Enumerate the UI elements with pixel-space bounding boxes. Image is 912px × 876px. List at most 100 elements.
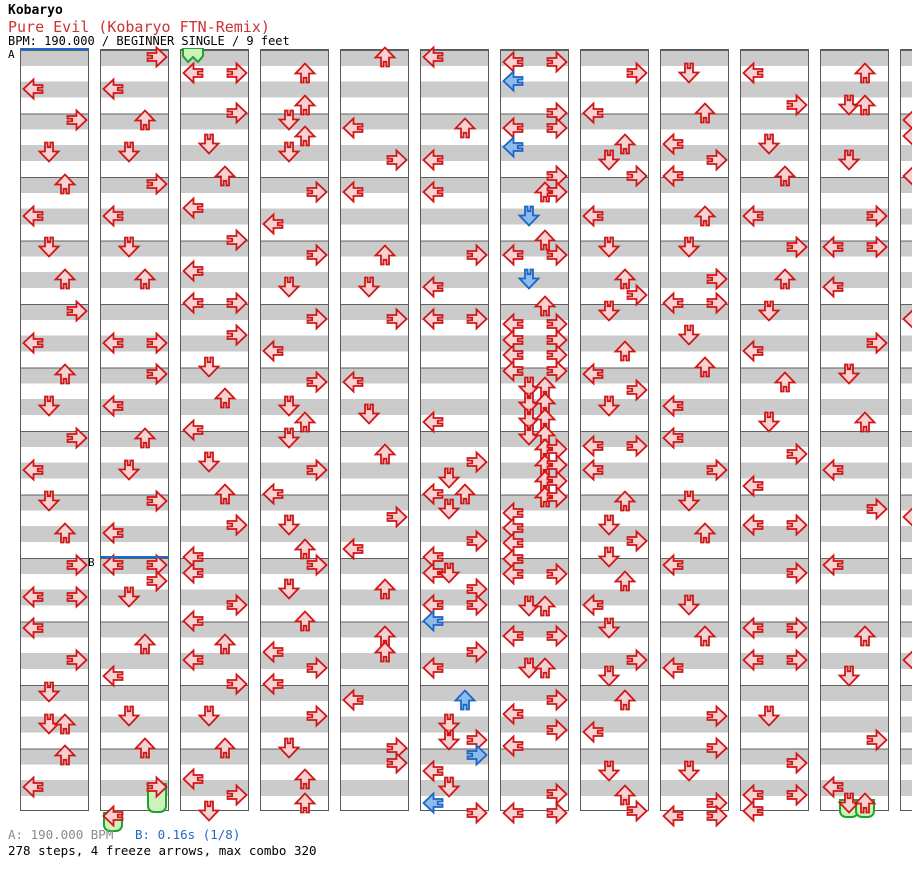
bpm-marker-line [20, 48, 89, 50]
step-arrow-right [705, 735, 729, 760]
step-arrow-down [277, 140, 301, 164]
step-arrow-up [693, 204, 717, 228]
step-arrow-left [901, 505, 912, 529]
step-arrow-left-eighth [421, 608, 445, 633]
step-arrow-left [661, 553, 685, 577]
step-arrow-up [453, 116, 477, 140]
step-arrow-left [101, 394, 125, 418]
freeze-arrow-up [853, 791, 877, 815]
step-arrow-up [613, 489, 637, 513]
step-arrow-left [901, 164, 912, 188]
step-arrow-right [465, 243, 489, 267]
step-arrow-left [661, 291, 685, 315]
step-arrow-up [53, 743, 77, 767]
step-arrow-left [581, 204, 605, 228]
step-arrow-left [501, 800, 525, 825]
step-arrow-up [533, 375, 557, 399]
step-arrow-left [181, 608, 205, 633]
step-arrow-right [545, 180, 569, 204]
step-arrow-down [437, 561, 461, 585]
step-arrow-left [21, 585, 45, 609]
step-arrow-left [741, 799, 765, 823]
step-arrow-right-eighth [465, 743, 489, 768]
step-arrow-down [517, 656, 541, 680]
step-arrow-left [661, 394, 685, 418]
step-arrow-up [373, 640, 397, 664]
step-arrow-left [341, 116, 365, 140]
step-arrow-down [117, 235, 141, 259]
step-arrow-left [421, 148, 445, 172]
step-arrow-up [693, 624, 717, 648]
step-arrow-left [181, 545, 205, 569]
chart-column-5 [340, 49, 409, 811]
step-arrow-right [385, 148, 409, 172]
step-arrow-left [501, 531, 525, 555]
step-arrow-left [261, 212, 285, 236]
step-arrow-right [305, 656, 329, 680]
step-arrow-right [545, 50, 569, 74]
step-arrow-up [613, 267, 637, 291]
step-arrow-left [821, 775, 845, 799]
step-arrow-left [261, 339, 285, 363]
step-arrow-left [341, 688, 365, 712]
step-arrow-right [65, 299, 89, 323]
step-arrow-right [545, 800, 569, 825]
step-arrow-down-eighth [517, 204, 541, 228]
step-arrow-down [37, 140, 61, 164]
step-arrow-left [581, 593, 605, 617]
step-arrow-left [261, 640, 285, 664]
step-arrow-left [501, 243, 525, 267]
step-arrow-left [581, 100, 605, 125]
step-arrow-left [181, 418, 205, 442]
step-arrow-left-eighth [501, 135, 525, 160]
step-arrow-right [625, 164, 649, 188]
step-arrow-up-eighth [453, 688, 477, 712]
step-arrow-down [197, 450, 221, 474]
step-arrow-right [625, 378, 649, 402]
step-arrow-up [533, 391, 557, 415]
step-arrow-right [545, 562, 569, 587]
step-arrow-left [341, 370, 365, 394]
step-arrow-up [533, 294, 557, 318]
step-arrow-left [421, 481, 445, 506]
step-arrow-left [661, 656, 685, 680]
step-arrow-right [785, 751, 809, 775]
step-arrow-left [501, 546, 525, 571]
step-arrow-left [101, 204, 125, 228]
step-arrow-up [853, 61, 877, 85]
step-arrow-down [437, 497, 461, 521]
step-arrow-down [757, 132, 781, 156]
step-arrow-down [837, 664, 861, 688]
step-arrow-down [197, 355, 221, 379]
step-arrow-up [133, 632, 157, 656]
step-arrow-left [101, 664, 125, 688]
step-arrow-down [117, 458, 141, 482]
step-arrow-down [197, 132, 221, 156]
step-arrow-left [261, 481, 285, 506]
step-arrow-left [661, 164, 685, 188]
step-arrow-left [181, 196, 205, 220]
step-arrow-right [865, 497, 889, 521]
step-arrow-left [181, 291, 205, 315]
step-arrow-down [277, 108, 301, 132]
step-arrow-left [741, 616, 765, 641]
step-arrow-down [357, 275, 381, 299]
step-arrow-down [437, 728, 461, 752]
step-arrow-up [613, 569, 637, 593]
step-arrow-up [293, 61, 317, 85]
step-arrow-left [101, 521, 125, 545]
step-arrow-left [901, 648, 912, 672]
step-arrow-right [145, 362, 169, 387]
step-arrow-down [597, 545, 621, 569]
step-arrow-left [581, 362, 605, 387]
step-arrow-left [421, 656, 445, 680]
step-arrow-up [773, 267, 797, 291]
step-arrow-up [53, 362, 77, 386]
step-arrow-left [821, 553, 845, 577]
step-arrow-right [865, 204, 889, 228]
step-arrow-up [293, 93, 317, 117]
step-arrow-left-eighth [421, 791, 445, 815]
step-arrow-right [545, 485, 569, 509]
